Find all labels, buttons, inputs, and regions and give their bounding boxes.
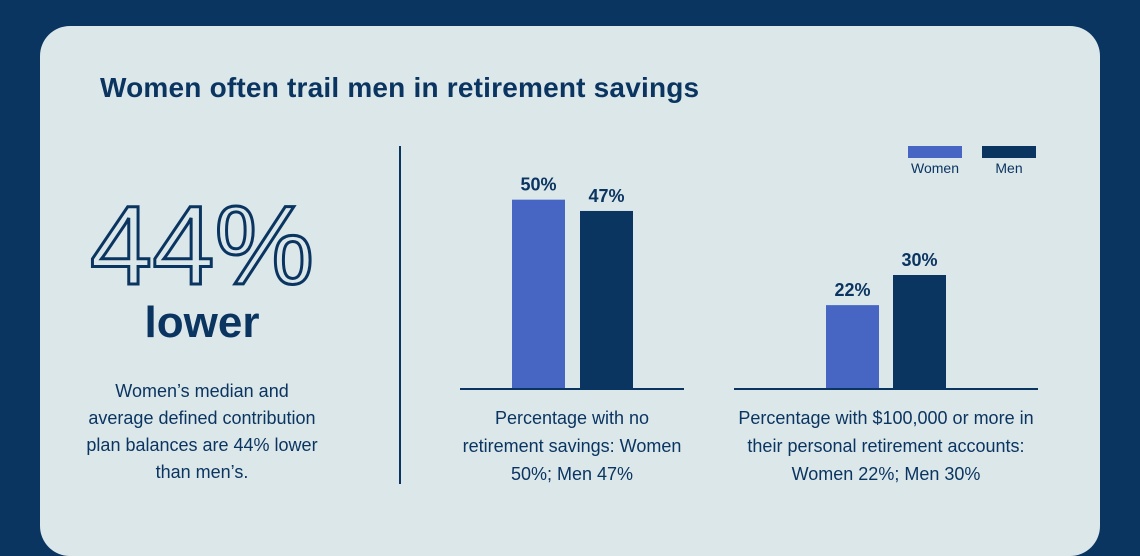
- divider: [399, 146, 401, 484]
- big-stat-description: Women’s median and average defined contr…: [86, 381, 318, 482]
- legend-label-men: Men: [995, 160, 1023, 176]
- bar-men: [580, 210, 633, 388]
- legend: Women Men: [908, 146, 1036, 182]
- big-stat-value: 44%: [90, 186, 314, 298]
- chart-2-caption: Percentage with $100,000 or more in thei…: [738, 408, 1034, 484]
- bar-chart-2: 22% 30%: [734, 250, 1038, 390]
- bar-charts: 50% 47% 22% 30%: [460, 175, 1038, 390]
- data-label-men: 47%: [588, 186, 624, 206]
- bar-women: [512, 199, 565, 388]
- card: Women often trail men in retirement savi…: [40, 26, 1100, 556]
- data-label-men: 30%: [901, 250, 937, 270]
- bar-men: [893, 275, 946, 388]
- big-stat: 44%: [40, 186, 364, 298]
- bar-women: [826, 305, 879, 388]
- big-stat-sub: lower: [144, 298, 260, 347]
- chart-1-caption: Percentage with no retirement savings: W…: [462, 408, 682, 484]
- big-stat-svg: 44%: [88, 186, 315, 298]
- bar-chart-1: 50% 47%: [460, 175, 684, 390]
- legend-item-women: Women: [908, 146, 962, 176]
- data-label-women: 22%: [834, 280, 870, 300]
- legend-swatch-women: [908, 146, 962, 158]
- page-title: Women often trail men in retirement savi…: [100, 72, 700, 103]
- data-label-women: 50%: [520, 175, 556, 195]
- legend-item-men: Men: [982, 146, 1036, 176]
- legend-swatch-men: [982, 146, 1036, 158]
- legend-label-women: Women: [911, 160, 959, 176]
